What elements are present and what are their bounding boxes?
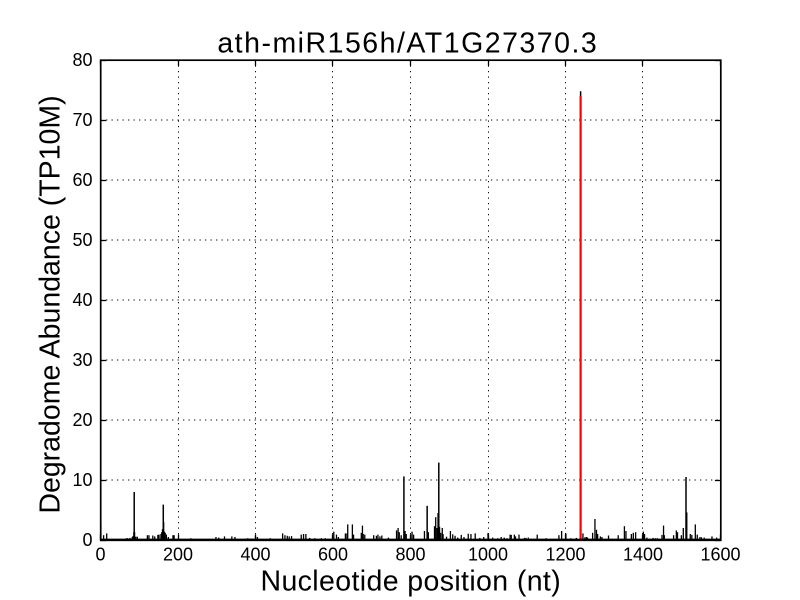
svg-text:40: 40 xyxy=(72,290,92,310)
svg-text:30: 30 xyxy=(72,350,92,370)
svg-text:ath-miR156h/AT1G27370.3: ath-miR156h/AT1G27370.3 xyxy=(217,27,598,59)
svg-text:60: 60 xyxy=(72,170,92,190)
svg-text:50: 50 xyxy=(72,230,92,250)
svg-text:1200: 1200 xyxy=(545,545,585,565)
svg-text:10: 10 xyxy=(72,470,92,490)
svg-text:70: 70 xyxy=(72,110,92,130)
svg-text:Nucleotide position (nt): Nucleotide position (nt) xyxy=(260,566,561,598)
svg-text:600: 600 xyxy=(318,545,348,565)
svg-text:0: 0 xyxy=(82,530,92,550)
svg-text:1400: 1400 xyxy=(623,545,663,565)
svg-text:Degradome Abundance (TP10M): Degradome Abundance (TP10M) xyxy=(35,95,67,513)
svg-text:0: 0 xyxy=(95,545,105,565)
svg-text:200: 200 xyxy=(163,545,193,565)
svg-text:20: 20 xyxy=(72,410,92,430)
svg-text:80: 80 xyxy=(72,50,92,70)
svg-text:1000: 1000 xyxy=(468,545,508,565)
svg-text:400: 400 xyxy=(240,545,270,565)
svg-text:800: 800 xyxy=(395,545,425,565)
svg-text:1600: 1600 xyxy=(700,545,740,565)
